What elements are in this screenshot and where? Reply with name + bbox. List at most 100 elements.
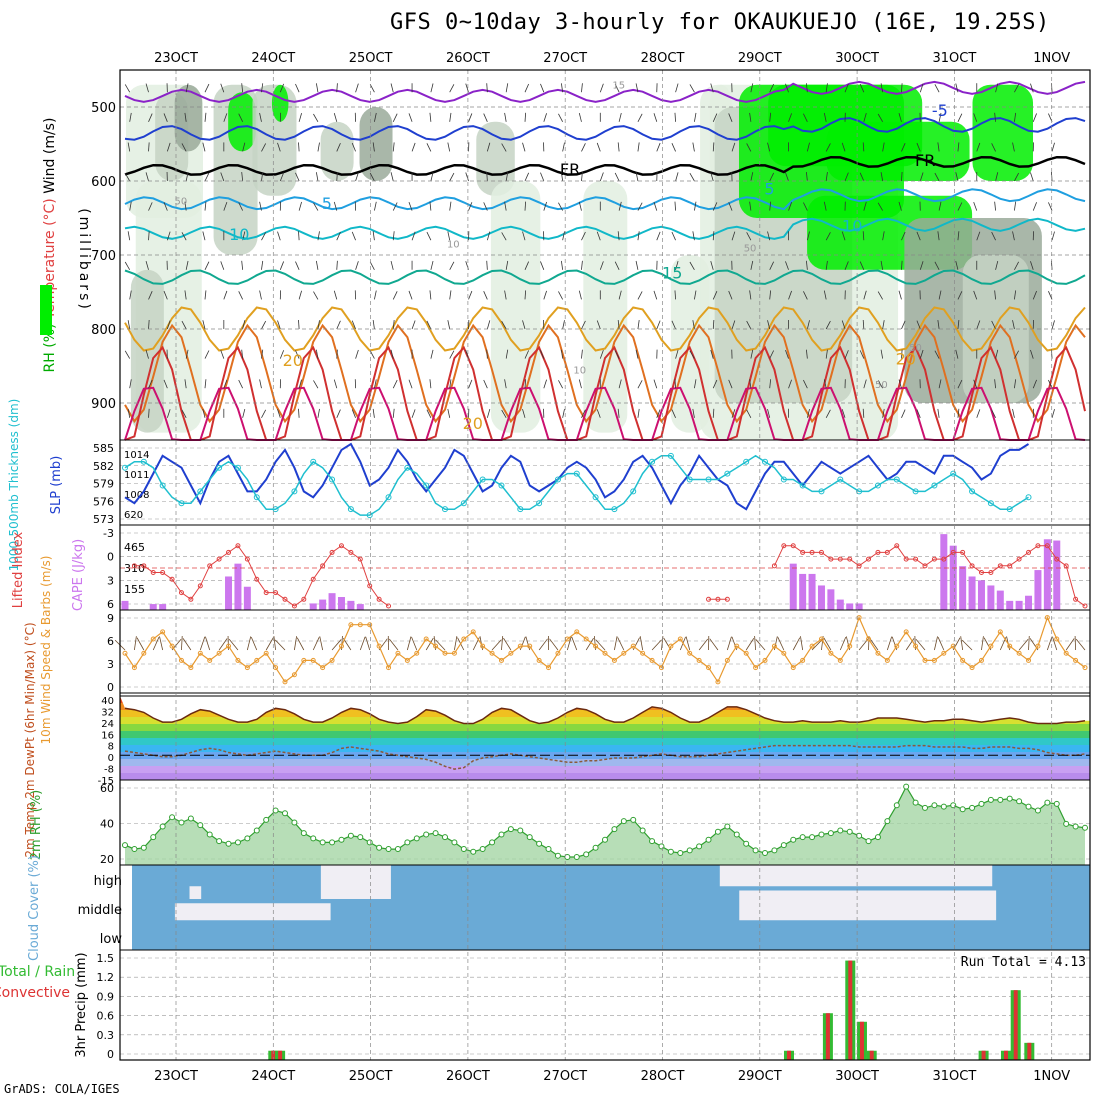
- wind10m-marker: [978, 657, 984, 663]
- rh2m-marker: [912, 799, 919, 806]
- thickness-marker: [856, 488, 863, 495]
- wind10m-marker: [706, 665, 712, 671]
- wind-barb: [333, 113, 338, 122]
- wind-barb: [1051, 409, 1055, 418]
- rh2m-marker: [733, 831, 740, 838]
- wind10m-marker: [442, 650, 448, 656]
- wind-barb: [220, 261, 225, 270]
- isotherm-line: [124, 306, 1086, 352]
- rh2m-marker: [790, 836, 797, 843]
- wind-barb: [184, 379, 187, 389]
- wind-barb: [369, 172, 375, 182]
- wind-barb: [653, 290, 658, 300]
- wind-barb: [429, 290, 432, 300]
- wind-barb: [938, 201, 942, 211]
- wind10m-marker: [640, 650, 646, 656]
- wind10m-marker: [960, 657, 966, 663]
- wind10m-barb: [359, 636, 366, 651]
- wind10m-marker: [781, 650, 787, 656]
- wind-barb: [1030, 83, 1034, 93]
- wind10m-barb: [274, 639, 286, 651]
- wind-barb: [880, 260, 884, 270]
- precip-convective-bar: [859, 1021, 864, 1060]
- wind10m-barb: [617, 637, 625, 651]
- cloud-clear-patch: [189, 886, 202, 899]
- wind-barb: [1012, 231, 1015, 241]
- wind-barb: [372, 408, 375, 418]
- wind-barb: [880, 172, 884, 182]
- wind10m-barb: [726, 636, 732, 651]
- rh2m-marker: [959, 806, 966, 813]
- wind-barb: [1030, 349, 1034, 359]
- credit-text: GrADS: COLA/IGES: [4, 1082, 120, 1096]
- wind-barb: [767, 320, 771, 330]
- wind-barb: [934, 84, 940, 93]
- wind10m-marker: [602, 650, 608, 656]
- wind-barb: [1014, 172, 1019, 182]
- li-marker: [884, 549, 890, 555]
- ylabel-group: SLP (mb): [49, 456, 64, 515]
- wind-barb: [298, 379, 302, 389]
- ylabel-group: Lifted Index: [11, 531, 26, 608]
- wind-barb: [937, 408, 940, 418]
- thickness-marker: [385, 494, 392, 501]
- thickness-marker: [554, 476, 561, 483]
- top-date-label: 28OCT: [641, 51, 685, 66]
- top-date-label: 25OCT: [349, 51, 393, 66]
- wind-barb: [558, 380, 564, 389]
- li-marker: [282, 596, 288, 602]
- li-marker: [329, 549, 335, 555]
- temp-color-band: [120, 766, 1090, 774]
- left-tick-label: 0.9: [97, 990, 115, 1003]
- wind10m-marker: [687, 650, 693, 656]
- wind10m-marker: [527, 643, 533, 649]
- wind-barb: [486, 409, 491, 418]
- li-marker: [273, 590, 279, 596]
- wind10m-barb: [823, 637, 832, 651]
- wind-barb: [333, 290, 338, 300]
- wind-barb: [163, 202, 168, 211]
- left-tick-label: 16: [101, 730, 114, 741]
- wind-barb: [581, 260, 583, 270]
- wind-barb: [862, 142, 865, 152]
- wind-barb: [317, 142, 320, 152]
- li-marker: [169, 576, 175, 582]
- wind-barb: [674, 112, 676, 122]
- wind-barb: [973, 202, 978, 211]
- li-marker: [301, 596, 307, 602]
- wind10m-barb: [199, 636, 206, 651]
- wind-barb: [220, 172, 225, 182]
- wind-barb: [656, 142, 661, 152]
- wind10m-barb: [406, 636, 412, 651]
- wind-barb: [581, 83, 583, 93]
- wind-barb: [710, 83, 714, 93]
- thickness-marker: [216, 464, 223, 471]
- temp-color-band: [120, 724, 1090, 732]
- wind10m-barb: [136, 637, 145, 651]
- wind10m-barb: [425, 637, 434, 651]
- wind10m-line: [124, 615, 1086, 684]
- wind-barb: [430, 260, 434, 270]
- rh2m-marker: [818, 831, 825, 838]
- isotherm-label: FR: [915, 151, 935, 170]
- li-marker: [724, 596, 730, 602]
- wind-barb: [769, 172, 775, 182]
- temp-mask: [120, 696, 1090, 724]
- wind-barb: [637, 231, 640, 241]
- cape-bar: [1034, 570, 1042, 610]
- wind-barb: [731, 409, 736, 418]
- cape-bar: [309, 603, 317, 610]
- wind-barb: [1014, 201, 1017, 211]
- wind-barb: [336, 349, 338, 359]
- wind-barb: [882, 142, 885, 152]
- rh2m-marker: [677, 850, 684, 857]
- wind-barb: [859, 172, 865, 182]
- rh2m-marker: [404, 839, 411, 846]
- wind-barb: [938, 112, 942, 122]
- wind-barb: [392, 379, 398, 389]
- wind10m-barb: [934, 636, 938, 651]
- wind-barb: [313, 113, 319, 123]
- wind10m-marker: [753, 665, 759, 671]
- wind-barb: [994, 379, 996, 389]
- wind-barb: [859, 83, 865, 93]
